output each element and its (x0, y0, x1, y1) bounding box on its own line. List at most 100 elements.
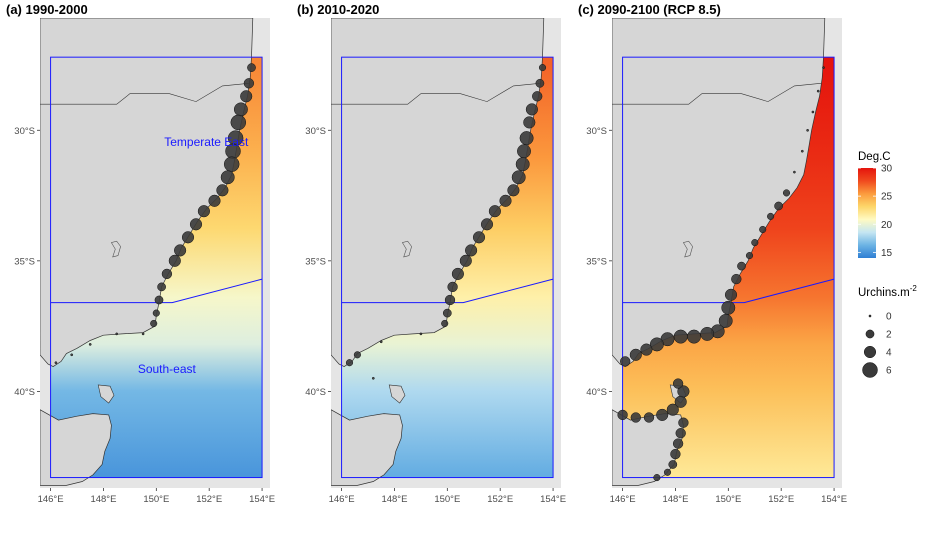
tasmania-coast (331, 409, 403, 486)
urchin-point (700, 326, 715, 341)
urchin-point (793, 170, 796, 174)
urchin-point (157, 282, 166, 292)
urchin-legend: Urchins.m-2 0 2 4 6 (858, 284, 917, 378)
urchin-point (150, 319, 158, 328)
urchin-point (782, 189, 791, 197)
tasmania-coast (40, 409, 112, 486)
x-tick-label: 146°E (610, 494, 636, 505)
bioregion-boundary (341, 278, 554, 304)
urchin-point (353, 351, 361, 359)
urchin-point (767, 212, 775, 220)
temperature-legend-title: Deg.C (858, 151, 891, 163)
x-tick-label: 152°E (487, 494, 513, 505)
urchin-point (223, 156, 240, 172)
colorbar-label: 20 (881, 220, 893, 231)
urchin-point (677, 385, 690, 398)
y-tick-label: 35°S (14, 256, 35, 267)
urchin-point (459, 254, 472, 267)
urchin-point (656, 408, 669, 421)
urchin-point (419, 332, 423, 336)
urchin-point (515, 157, 530, 172)
urchin-legend-label: 2 (886, 330, 892, 341)
urchin-point (451, 267, 464, 280)
urchin-point (678, 417, 689, 428)
urchin-point (649, 337, 664, 352)
urchin-point (672, 378, 684, 389)
urchin-point (751, 239, 759, 247)
bioregion-boundary (622, 278, 835, 304)
urchin-point (444, 294, 456, 306)
urchin-point (668, 460, 678, 469)
island-coast (388, 384, 406, 404)
urchin-point (759, 225, 767, 234)
study-area-box (50, 56, 263, 479)
urchin-point (216, 184, 229, 197)
bioregion-boundary (50, 278, 263, 304)
urchin-point (737, 261, 746, 271)
urchin-point (666, 403, 679, 416)
urchin-point (447, 281, 458, 293)
urchin-legend-label: 6 (886, 366, 892, 377)
urchin-point (674, 395, 687, 408)
urchin-point (745, 252, 754, 260)
urchin-point (640, 343, 653, 356)
panel-title: (c) 2090-2100 (RCP 8.5) (578, 2, 721, 17)
urchin-point (168, 254, 181, 267)
colorbar-label: 25 (881, 192, 893, 203)
region-label-south-east: South-east (138, 362, 197, 376)
urchin-legend-symbol (865, 329, 875, 339)
urchin-point (141, 332, 145, 336)
study-area-box (622, 56, 835, 479)
urchin-legend-symbol (868, 314, 872, 318)
urchin-point (721, 300, 736, 315)
x-tick-label: 152°E (196, 494, 222, 505)
urchin-point (731, 273, 742, 285)
urchin-point (718, 313, 733, 328)
urchin-legend-label: 4 (886, 348, 892, 359)
urchin-point (115, 332, 119, 336)
urchin-point (488, 205, 501, 218)
map-panel: (b) 2010-2020 30°S 35°S 40°S 146°E 148°E 150°E… (297, 2, 566, 505)
urchin-point (630, 412, 641, 423)
urchin-point (345, 359, 354, 367)
inland-feature (401, 240, 412, 258)
urchin-legend-symbol (863, 345, 877, 359)
y-tick-label: 35°S (586, 256, 607, 267)
y-tick-label: 40°S (14, 387, 35, 398)
urchin-legend-symbol (862, 362, 878, 378)
y-tick-label: 40°S (305, 387, 326, 398)
urchin-point (247, 63, 256, 72)
study-area-box (341, 56, 554, 479)
temperature-colorbar (858, 168, 876, 258)
urchin-point (220, 170, 235, 185)
urchin-point (822, 66, 825, 69)
urchin-point (538, 64, 547, 72)
urchin-point (465, 244, 478, 257)
inland-feature (110, 240, 121, 258)
urchin-point (673, 329, 688, 344)
x-tick-label: 148°E (662, 494, 688, 505)
urchin-point (672, 438, 684, 449)
urchin-point (643, 412, 655, 423)
state-border (40, 83, 249, 105)
urchin-legend-title-base: Urchins.m (858, 287, 910, 299)
urchin-point (653, 474, 661, 482)
inland-feature (682, 240, 693, 258)
urchin-point (240, 90, 253, 103)
y-tick-label: 30°S (305, 126, 326, 137)
x-tick-label: 148°E (90, 494, 116, 505)
urchin-legend-title-exponent: -2 (910, 284, 918, 293)
urchin-point (54, 361, 58, 365)
urchin-point (617, 409, 628, 421)
urchin-point (535, 78, 545, 88)
urchin-point (523, 116, 536, 129)
urchin-point (519, 131, 534, 146)
urchin-point (620, 356, 631, 367)
urchin-point (507, 184, 520, 197)
urchin-point (197, 205, 210, 218)
region-label-temperate-east: Temperate East (164, 135, 249, 149)
colorbar-label: 15 (881, 248, 893, 259)
urchin-point (181, 231, 195, 244)
